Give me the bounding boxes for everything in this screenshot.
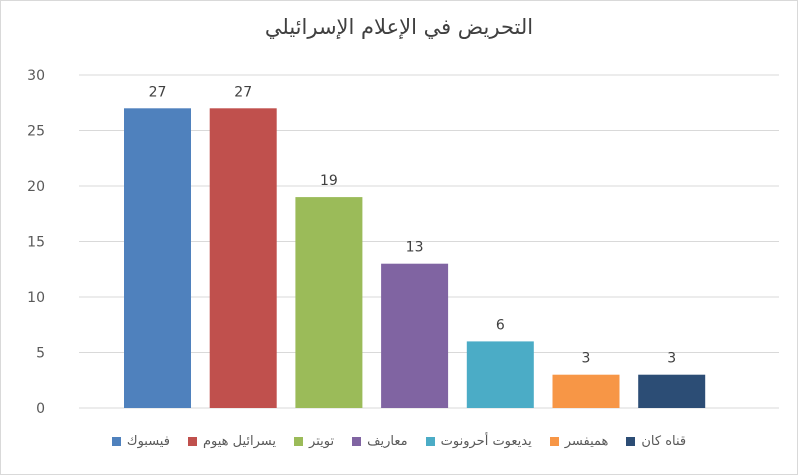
legend-swatch [111,437,121,446]
legend-label: معاريف [367,434,408,449]
data-label: 19 [320,173,338,189]
data-label: 27 [149,84,167,100]
chart-title: التحريض في الإعلام الإسرائيلي [264,15,534,39]
legend-swatch [425,437,435,446]
y-tick-label: 10 [27,290,45,306]
y-tick-label: 5 [36,346,45,362]
legend-label: يديعوت أحرونوت [440,434,532,449]
legend-swatch [352,437,362,446]
bar [466,341,534,408]
legend-label: هميفسر [564,434,609,449]
y-tick-label: 0 [36,401,45,417]
legend-label: قناه كان [641,434,687,449]
bar [638,374,706,408]
y-tick-label: 30 [27,68,45,84]
data-label: 3 [667,351,676,367]
bar [552,374,620,408]
bar [381,263,449,408]
legend-item: معاريف [352,434,408,449]
legend-label: فيسبوك [126,434,170,449]
legend-item: تويتر [294,434,334,449]
legend-item: يديعوت أحرونوت [425,434,532,449]
legend-swatch [294,437,304,446]
legend-swatch [626,437,636,446]
bar [209,108,277,409]
data-label: 3 [582,351,591,367]
legend-item: هميفسر [549,434,609,449]
legend-item: يسرائيل هيوم [187,434,277,449]
y-tick-label: 15 [27,235,45,251]
legend-label: يسرائيل هيوم [202,434,277,449]
bar [124,108,191,409]
legend-item: قناه كان [626,434,686,449]
legend-label: تويتر [309,434,335,449]
data-label: 27 [234,84,252,100]
legend-swatch [187,437,197,446]
y-tick-label: 20 [27,179,45,195]
legend-swatch [549,437,559,446]
y-tick-label: 25 [27,124,45,140]
legend-item: فيسبوك [111,434,170,449]
data-label: 13 [406,240,424,256]
chart-legend: قناه كان هميفسر يديعوت أحرونوت معاريف تويتر ي… [1,434,797,449]
bar [295,197,363,408]
data-label: 6 [496,317,505,333]
